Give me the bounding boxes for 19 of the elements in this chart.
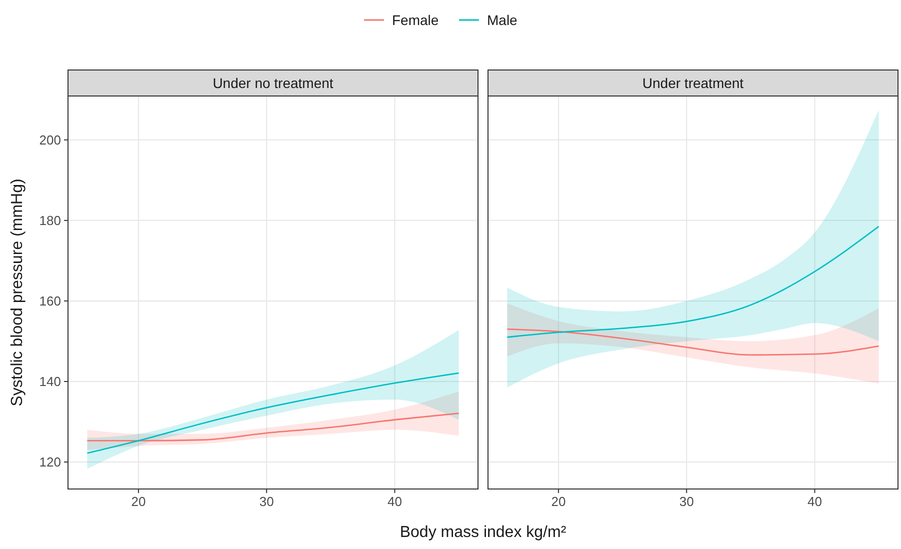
chart-title: Under treatment: [642, 75, 744, 91]
x-tick-label: 30: [679, 494, 694, 509]
chart-title: Under no treatment: [212, 75, 334, 91]
x-tick-label: 30: [259, 494, 274, 509]
legend-label: Female: [392, 12, 439, 28]
line-series: [86, 372, 460, 454]
y-axis-title: Systolic blood pressure (mmHg): [9, 178, 26, 406]
y-tick-label: 200: [39, 132, 61, 148]
y-tick-label: 120: [39, 454, 61, 470]
y-tick-label: 140: [39, 374, 61, 389]
line-series: [86, 412, 460, 442]
x-tick-label: 20: [131, 494, 146, 509]
y-tick-label: 160: [39, 293, 61, 308]
legend-label: Male: [487, 12, 518, 28]
x-axis-title: Body mass index kg/m²: [400, 524, 567, 541]
y-tick-label: 180: [39, 212, 61, 228]
x-tick-label: 40: [387, 494, 402, 509]
x-tick-label: 40: [807, 494, 822, 509]
x-tick-label: 20: [551, 494, 566, 509]
